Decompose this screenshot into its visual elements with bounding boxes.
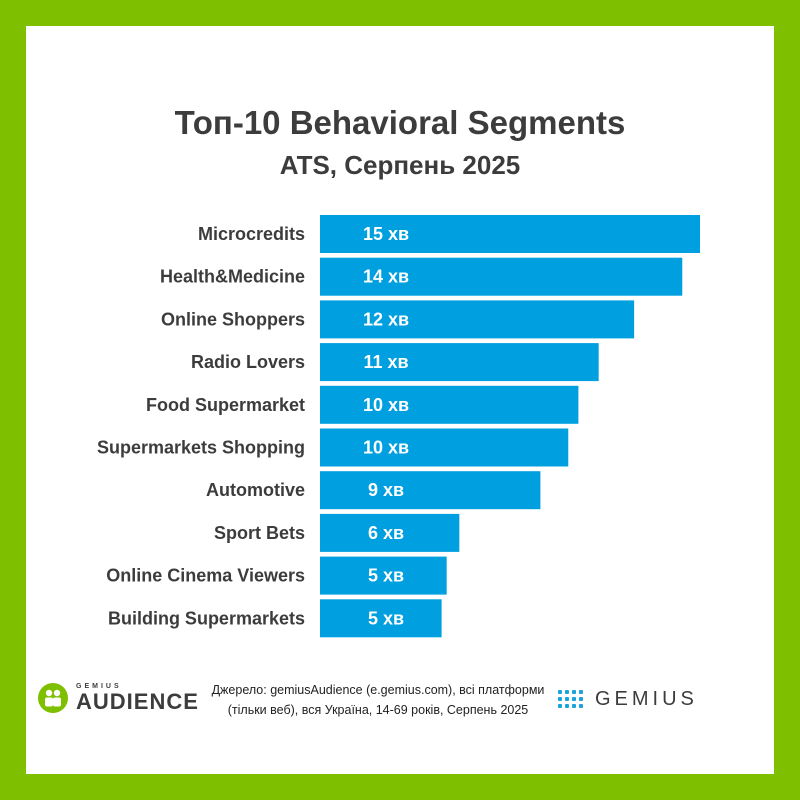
- value-label-0: 15 хв: [363, 224, 409, 244]
- bar-7: [320, 513, 460, 552]
- audience-logo-text: AUDIENCE: [76, 689, 199, 714]
- category-label-1: Health&Medicine: [160, 267, 305, 287]
- source-line-1: Джерело: gemiusAudience (e.gemius.com), …: [211, 683, 545, 697]
- bar-0: [320, 215, 700, 253]
- source-note: Джерело: gemiusAudience (e.gemius.com), …: [208, 680, 548, 720]
- chart-subtitle: ATS, Серпень 2025: [279, 150, 521, 180]
- audience-logo-small-text: GEMIUS: [76, 683, 122, 690]
- category-label-7: Sport Bets: [214, 523, 305, 543]
- value-label-8: 5 хв: [368, 566, 404, 586]
- value-label-3: 11 хв: [363, 352, 408, 372]
- bar-6: [320, 471, 541, 510]
- dot-grid-icon: [558, 690, 583, 708]
- source-line-2: (тільки веб), вся Україна, 14-69 років, …: [227, 703, 529, 717]
- bar-8: [320, 556, 447, 595]
- gemius-logo-text: GEMIUS: [595, 687, 698, 710]
- value-label-1: 14 хв: [363, 267, 409, 287]
- value-label-5: 10 хв: [363, 438, 409, 458]
- value-label-9: 5 хв: [368, 608, 404, 628]
- chart-title: Топ-10 Behavioral Segments: [174, 104, 626, 141]
- category-label-3: Radio Lovers: [191, 352, 305, 372]
- bar-3: [320, 343, 599, 382]
- gemius-audience-logo: GEMIUS AUDIENCE: [38, 678, 199, 718]
- value-label-2: 12 хв: [363, 309, 409, 329]
- category-label-5: Supermarkets Shopping: [97, 438, 305, 458]
- category-label-8: Online Cinema Viewers: [106, 566, 305, 586]
- value-label-7: 6 хв: [368, 523, 404, 543]
- bar-9: [320, 599, 442, 638]
- gemius-logo: GEMIUS: [558, 684, 698, 714]
- category-label-0: Microcredits: [198, 224, 305, 244]
- bar-4: [320, 385, 579, 424]
- audience-people-icon: [38, 683, 68, 713]
- category-label-9: Building Supermarkets: [108, 608, 305, 628]
- value-label-6: 9 хв: [368, 480, 404, 500]
- category-label-2: Online Shoppers: [161, 309, 305, 329]
- bar-1: [320, 257, 683, 296]
- category-label-4: Food Supermarket: [146, 395, 305, 415]
- value-label-4: 10 хв: [363, 395, 409, 415]
- category-label-6: Automotive: [206, 480, 305, 500]
- bar-2: [320, 300, 635, 339]
- bar-5: [320, 428, 569, 467]
